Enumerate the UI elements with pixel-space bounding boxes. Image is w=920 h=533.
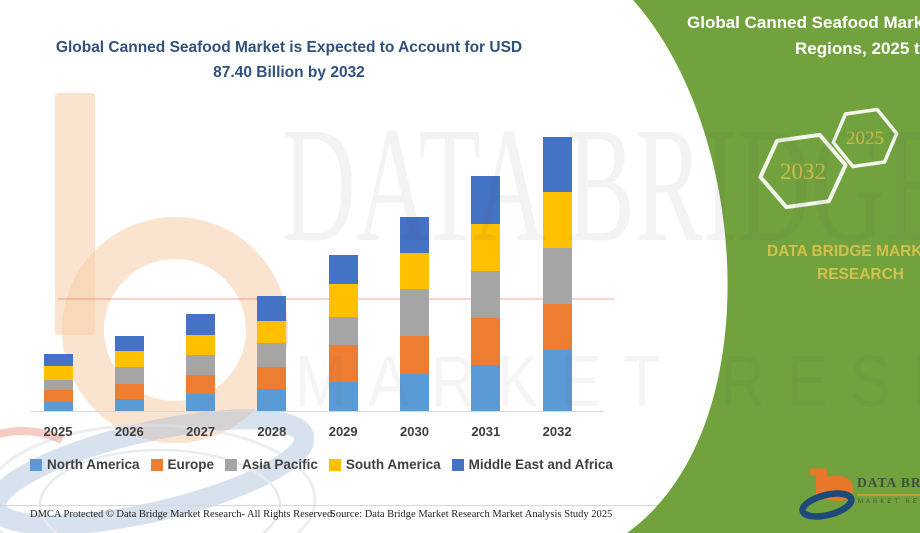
bar-segment [186,394,216,411]
bar-segment [542,349,572,411]
legend-item-asia-pacific: Asia Pacific [225,457,318,472]
bar-segment [43,366,73,380]
legend-swatch [451,458,464,471]
logo-b-stem [816,468,827,500]
bar-segment [471,224,501,271]
x-axis-label-2028: 2028 [257,424,287,439]
bar-segment [400,373,429,411]
x-axis-label-2032: 2032 [542,424,572,439]
bar-segment [471,364,501,411]
bar-segment [257,388,287,411]
bar-segment [114,398,144,411]
bar-segment [542,247,572,305]
bar-2028 [257,296,287,411]
bar-2032 [542,137,572,411]
bar-segment [257,367,287,389]
bar-segment [186,355,216,376]
legend-item-south-america: South America [328,457,441,472]
bar-segment [542,137,572,193]
bar-segment [328,284,358,318]
bar-2029 [328,255,358,411]
x-axis-label-2027: 2027 [186,424,216,439]
logo-wordmark: DATA BR [857,475,920,490]
bar-segment [43,401,73,411]
watermark-b-stem [55,93,95,335]
legend-item-europe: Europe [150,457,215,472]
bar-segment [186,375,216,395]
logo-tagline: MARKET RE [858,499,920,505]
legend-swatch [328,458,341,471]
bar-segment [328,381,358,411]
dmca-notice: DMCA Protected © Data Bridge Market Rese… [30,509,335,520]
bar-segment [257,320,287,343]
legend-swatch [150,458,163,471]
logo-b-bowl [827,475,854,502]
bar-segment [43,379,73,391]
legend-swatch [225,458,238,471]
legend-label: South America [345,457,441,472]
logo-b-hook [809,468,819,476]
bar-2031 [471,176,501,411]
bar-segment [257,342,287,368]
bar-segment [186,335,216,356]
x-axis-label-2025: 2025 [43,424,73,439]
panel-brand-line2: RESEARCH [817,266,904,283]
bar-segment [328,255,358,285]
bar-segment [257,296,287,321]
bar-2030 [400,217,429,411]
logo-rule [857,494,920,496]
legend-label: Asia Pacific [242,457,318,472]
chart-title-line2: 87.40 Billion by 2032 [213,63,365,81]
legend-label: Europe [167,457,215,472]
legend-label: Middle East and Africa [468,457,613,472]
legend-swatch [30,458,42,471]
legend-label: North America [47,457,140,472]
bar-segment [471,176,501,225]
watermark-text-marketresearch: MARKET RESEARCH [295,342,920,422]
bar-segment [43,353,73,367]
panel-heading-line1: Global Canned Seafood Mark [687,13,920,32]
x-axis-label-2031: 2031 [471,424,501,439]
bar-2027 [186,314,216,411]
bar-segment [471,270,501,319]
bar-segment [328,317,358,345]
chart-title-line1: Global Canned Seafood Market is Expected… [55,39,523,56]
chart-title: Global Canned Seafood Market is Expected… [28,36,550,85]
bar-segment [114,383,144,399]
bar-segment [114,336,144,352]
bar-segment [400,253,429,290]
bar-segment [400,336,429,374]
source-note: Source: Data Bridge Market Research Mark… [330,509,613,520]
watermark-b-bowl [62,217,288,443]
bar-segment [542,304,572,350]
bar-2026 [114,336,144,411]
panel-brand-line1: DATA BRIDGE MARK [767,243,920,260]
bar-segment [114,367,144,384]
bar-segment [400,289,429,337]
bar-segment [328,344,358,382]
legend-item-north-america: North America [30,457,140,472]
panel-heading-line2: Regions, 2025 to [795,39,920,58]
hexagon-2032-label: 2032 [780,159,826,184]
bar-segment [400,217,429,254]
x-axis-label-2029: 2029 [328,424,358,439]
hexagon-2025-label: 2025 [846,128,884,149]
bar-segment [186,314,216,336]
bar-segment [542,192,572,248]
x-axis-line [30,411,604,412]
x-axis-label-2026: 2026 [114,424,144,439]
footer-divider [0,505,920,506]
chart-legend: North America Europe Asia Pacific South Ame… [30,457,630,472]
bar-2025 [43,353,73,411]
x-axis-label-2030: 2030 [400,424,429,439]
legend-item-middle-east-and-africa: Middle East and Africa [451,457,613,472]
bar-segment [114,351,144,368]
bar-segment [43,390,73,402]
bar-segment [471,318,501,365]
